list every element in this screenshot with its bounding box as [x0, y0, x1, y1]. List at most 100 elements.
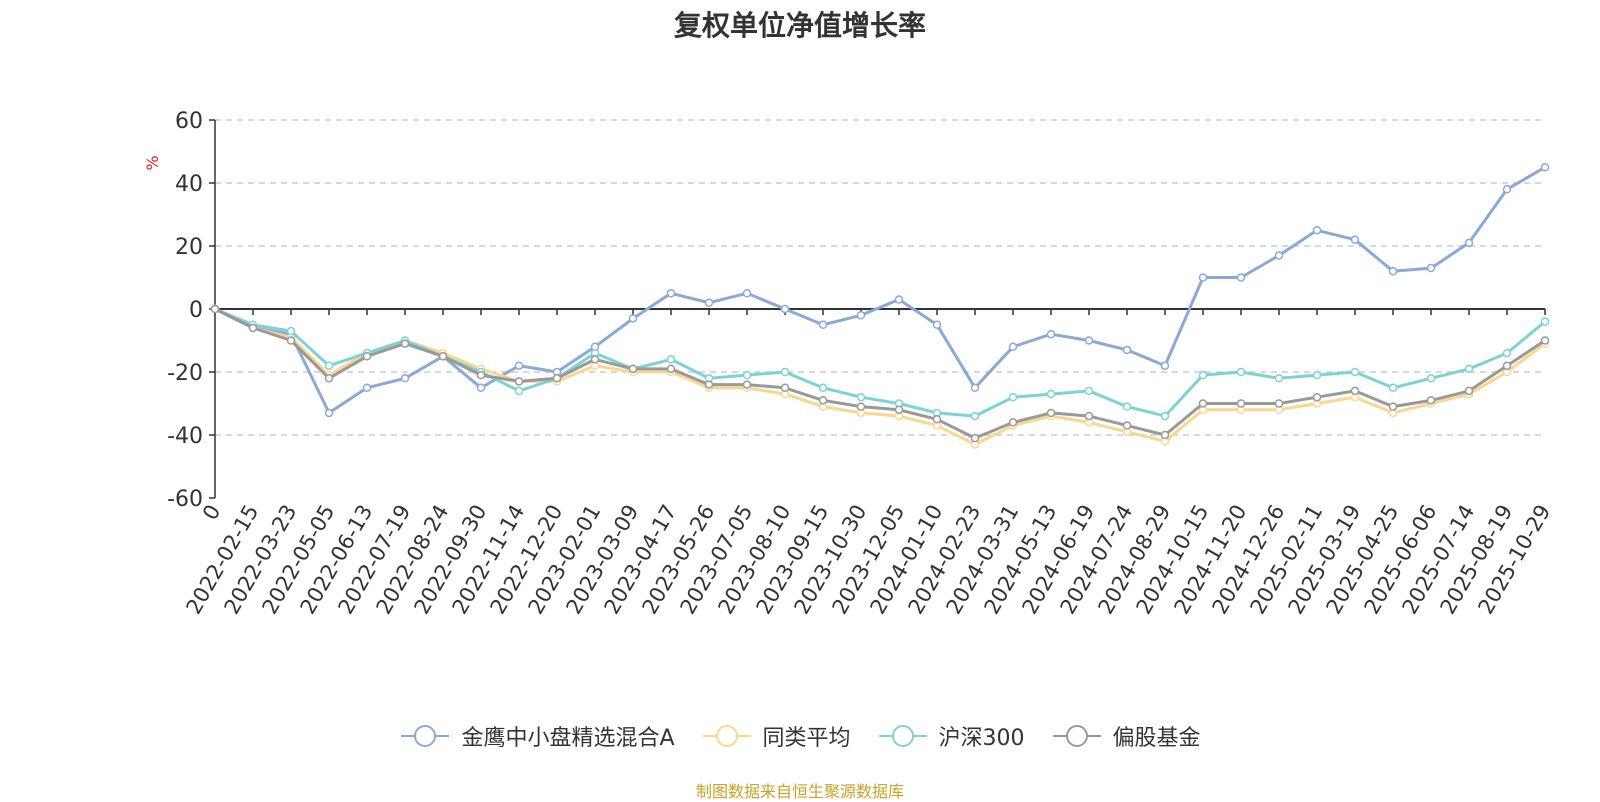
legend-item-2[interactable]: 沪深300: [877, 720, 1025, 752]
data-point: [1312, 392, 1322, 402]
data-point: [514, 377, 524, 386]
data-point: [1008, 342, 1018, 352]
data-point: [1312, 226, 1322, 235]
data-point: [1312, 370, 1322, 380]
data-point: [894, 295, 904, 304]
legend: 金鹰中小盘精选混合A 同类平均 沪深300 偏股基金: [0, 720, 1600, 752]
data-point: [1464, 238, 1474, 248]
data-point: [1198, 399, 1208, 408]
data-point: [1236, 367, 1246, 377]
x-tick-label: 0: [198, 501, 225, 525]
data-point: [1502, 361, 1512, 370]
data-point: [742, 370, 752, 380]
data-point: [1388, 383, 1398, 392]
legend-label: 金鹰中小盘精选混合A: [461, 726, 675, 751]
data-point: [704, 298, 714, 307]
data-point: [818, 320, 828, 329]
data-point: [1502, 185, 1512, 194]
data-point: [324, 374, 334, 383]
data-point: [1464, 364, 1474, 374]
data-point: [1464, 386, 1474, 396]
data-point: [400, 339, 410, 348]
series-line-3: [214, 307, 1546, 440]
data-point: [1198, 273, 1208, 282]
data-point: [1274, 251, 1284, 260]
data-point: [742, 380, 752, 389]
y-tick-label: 60: [175, 109, 203, 134]
data-point: [666, 364, 676, 374]
data-point: [780, 367, 790, 377]
data-point: [1388, 402, 1398, 411]
data-point: [1084, 386, 1094, 396]
chart-title: 复权单位净值增长率: [673, 9, 926, 42]
data-point: [1046, 329, 1056, 339]
data-point: [1008, 392, 1018, 402]
data-point: [1350, 367, 1360, 377]
data-point: [1084, 336, 1094, 345]
data-point: [1350, 235, 1360, 244]
data-point: [780, 304, 790, 314]
data-point: [552, 374, 562, 383]
data-point: [1122, 345, 1132, 355]
data-point: [1540, 336, 1550, 345]
data-point: [856, 392, 866, 402]
data-point: [666, 289, 676, 298]
data-point: [1046, 408, 1056, 418]
legend-marker-icon: [401, 725, 450, 747]
source-note: 制图数据来自恒生聚源数据库: [695, 782, 904, 801]
y-tick-label: 0: [189, 298, 203, 323]
legend-label: 同类平均: [762, 726, 851, 751]
legend-item-0[interactable]: 金鹰中小盘精选混合A: [399, 720, 675, 752]
data-point: [1122, 421, 1132, 430]
legend-label: 偏股基金: [1112, 726, 1201, 751]
series-layer: [210, 163, 1550, 449]
data-point: [590, 355, 600, 364]
data-point: [1122, 402, 1132, 411]
data-point: [1008, 418, 1018, 427]
data-point: [932, 320, 942, 329]
y-tick-label: -20: [167, 361, 203, 386]
data-point: [1236, 273, 1246, 282]
legend-item-1[interactable]: 同类平均: [701, 720, 851, 752]
data-point: [324, 408, 334, 418]
data-point: [438, 352, 448, 361]
y-tick-label: -60: [167, 487, 203, 512]
data-point: [970, 383, 980, 392]
data-point: [400, 374, 410, 383]
data-point: [1274, 374, 1284, 383]
data-point: [780, 383, 790, 392]
data-point: [932, 415, 942, 424]
y-tick-label: 20: [175, 235, 203, 260]
data-point: [362, 383, 372, 392]
data-point: [704, 380, 714, 389]
data-point: [1502, 348, 1512, 358]
data-point: [248, 323, 258, 333]
data-point: [628, 314, 638, 323]
data-point: [856, 402, 866, 411]
legend-marker-icon: [1052, 725, 1101, 747]
data-point: [1426, 396, 1436, 405]
data-point: [742, 289, 752, 298]
data-point: [1198, 370, 1208, 380]
legend-label: 沪深300: [938, 726, 1025, 751]
data-point: [970, 433, 980, 443]
data-point: [476, 370, 486, 380]
data-point: [514, 386, 524, 396]
data-point: [286, 336, 296, 345]
data-point: [210, 304, 220, 314]
data-point: [1236, 399, 1246, 408]
data-point: [362, 352, 372, 361]
data-point: [818, 396, 828, 405]
data-point: [856, 311, 866, 320]
data-point: [628, 364, 638, 374]
data-point: [1160, 430, 1170, 440]
y-tick-label: -40: [167, 424, 203, 449]
series-line-1: [214, 307, 1546, 446]
legend-item-3[interactable]: 偏股基金: [1051, 720, 1201, 752]
y-axis-label: %: [143, 155, 162, 170]
data-point: [514, 361, 524, 370]
data-point: [1046, 389, 1056, 399]
data-point: [324, 361, 334, 370]
legend-marker-icon: [878, 725, 927, 747]
